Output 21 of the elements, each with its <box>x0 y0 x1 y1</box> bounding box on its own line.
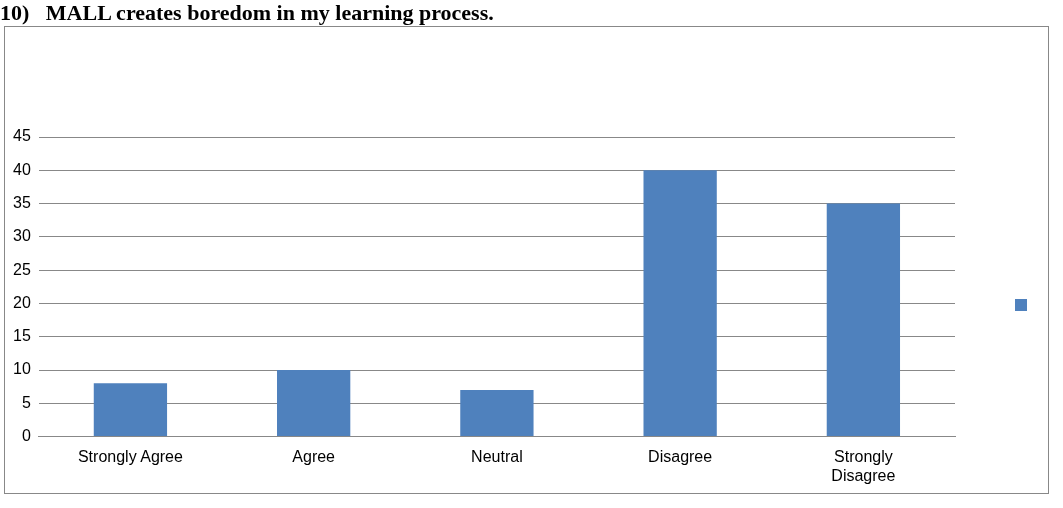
y-tick-label: 35 <box>13 193 31 211</box>
y-tick-label: 30 <box>13 227 31 245</box>
y-tick-label: 45 <box>13 127 31 145</box>
y-tick-label: 25 <box>13 260 31 278</box>
bar <box>460 390 534 437</box>
bar <box>277 370 351 437</box>
y-tick-label: 10 <box>13 360 31 378</box>
y-tick-label: 40 <box>13 160 31 178</box>
y-tick-label: 0 <box>21 427 31 445</box>
bar <box>643 170 717 437</box>
x-tick-label: Agree <box>292 447 336 465</box>
bar <box>826 203 901 437</box>
y-tick-label: 20 <box>13 293 31 311</box>
y-tick-label: 15 <box>13 327 31 345</box>
x-tick-label: Strongly Disagree <box>831 447 896 484</box>
x-tick-label: Strongly Agree <box>77 447 183 465</box>
x-tick-label: Neutral <box>471 447 523 465</box>
bar <box>93 383 168 437</box>
x-tick-label: Disagree <box>648 447 713 465</box>
y-tick-label: 5 <box>21 393 31 411</box>
chart-title: 10) MALL creates boredom in my learning process. <box>0 0 495 26</box>
